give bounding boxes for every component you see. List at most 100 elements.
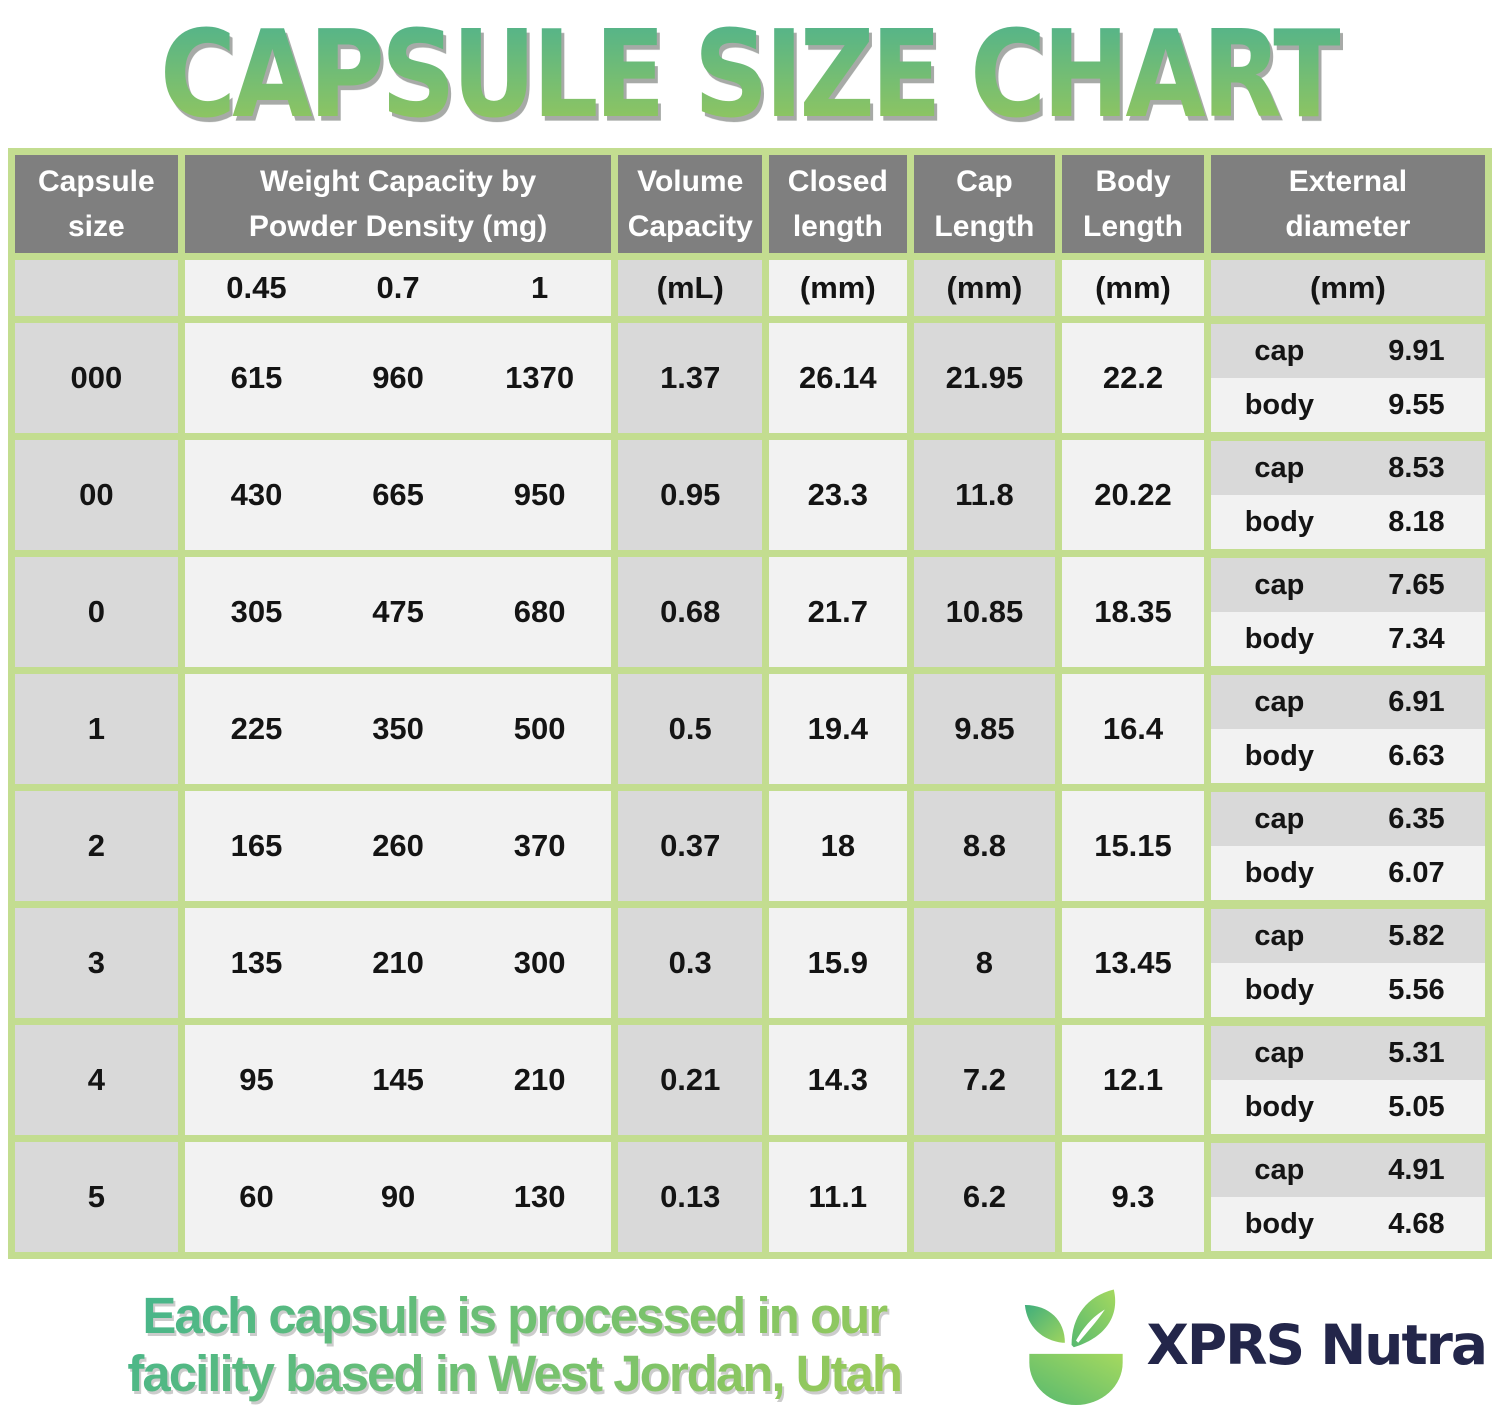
ext-cap-label: cap <box>1254 1036 1305 1069</box>
ext-body-value: 5.05 <box>1388 1090 1445 1123</box>
cell-cap-length: 9.85 <box>913 674 1056 784</box>
weight-value: 1370 <box>505 360 575 395</box>
cell-body-length: 16.4 <box>1062 674 1204 784</box>
units-densities: 0.45 0.7 1 <box>184 260 612 316</box>
ext-cap-label: cap <box>1254 451 1305 484</box>
cell-volume: 0.5 <box>618 674 763 784</box>
ext-body-label: body <box>1244 1207 1314 1240</box>
table-units-row: 0.45 0.7 1 (mL) (mm) (mm) (mm) (mm) <box>15 260 1485 316</box>
table-row: 1 225 350 500 0.5 19.4 9.85 16.4 cap 6.9… <box>15 674 1485 784</box>
ext-body-value: 5.56 <box>1388 973 1445 1006</box>
weight-value: 475 <box>372 594 424 629</box>
cell-closed-length: 26.14 <box>769 323 907 433</box>
ext-body-value: 8.18 <box>1388 505 1445 538</box>
cell-external-diameter: cap 5.82 body 5.56 <box>1210 908 1485 1018</box>
cell-capsule-size: 3 <box>15 908 178 1018</box>
cell-body-length: 12.1 <box>1062 1025 1204 1135</box>
weight-value: 680 <box>513 594 566 629</box>
header-volume-capacity: Volume Capacity <box>618 155 763 253</box>
weight-value: 950 <box>513 477 566 512</box>
cell-volume: 0.3 <box>618 908 763 1018</box>
ext-cap-label: cap <box>1254 568 1305 601</box>
footer-note: Each capsule is processed in our facilit… <box>14 1287 1014 1403</box>
cell-weight-capacity: 95 145 210 <box>184 1025 612 1135</box>
ext-body-value: 9.55 <box>1388 388 1445 421</box>
header-external-line2: diameter <box>1285 210 1411 243</box>
cell-cap-length: 8.8 <box>913 791 1056 901</box>
header-weight-line2: Powder Density (mg) <box>248 210 548 243</box>
cell-capsule-size: 00 <box>15 440 178 550</box>
table-row: 3 135 210 300 0.3 15.9 8 13.45 cap 5.82 … <box>15 908 1485 1018</box>
header-external-line1: External <box>1288 165 1408 198</box>
cell-capsule-size: 5 <box>15 1142 178 1252</box>
weight-value: 90 <box>380 1179 416 1214</box>
ext-cap-label: cap <box>1254 919 1305 952</box>
ext-cap-value: 8.53 <box>1388 451 1445 484</box>
weight-value: 305 <box>230 594 283 629</box>
cell-volume: 0.21 <box>618 1025 763 1135</box>
table-header-row: Capsule size Weight Capacity by Powder D… <box>15 155 1485 253</box>
ext-body-label: body <box>1244 973 1314 1006</box>
cell-cap-length: 8 <box>913 908 1056 1018</box>
weight-value: 500 <box>513 711 566 746</box>
cell-cap-length: 7.2 <box>913 1025 1056 1135</box>
weight-value: 135 <box>230 945 283 980</box>
cell-cap-length: 10.85 <box>913 557 1056 667</box>
ext-body-value: 7.34 <box>1388 622 1445 655</box>
ext-cap-value: 9.91 <box>1388 334 1445 367</box>
cell-capsule-size: 4 <box>15 1025 178 1135</box>
units-closed: (mm) <box>769 260 907 316</box>
table-row: 0 305 475 680 0.68 21.7 10.85 18.35 cap … <box>15 557 1485 667</box>
cell-weight-capacity: 135 210 300 <box>184 908 612 1018</box>
ext-body-label: body <box>1244 1090 1314 1123</box>
cell-capsule-size: 0 <box>15 557 178 667</box>
cell-weight-capacity: 305 475 680 <box>184 557 612 667</box>
cell-body-length: 22.2 <box>1062 323 1204 433</box>
ext-body-value: 6.63 <box>1388 739 1445 772</box>
cell-external-diameter: cap 5.31 body 5.05 <box>1210 1025 1485 1135</box>
leaf-icon <box>1025 1305 1066 1343</box>
ext-cap-value: 6.35 <box>1388 802 1445 835</box>
weight-value: 615 <box>230 360 283 395</box>
cell-external-diameter: cap 8.53 body 8.18 <box>1210 440 1485 550</box>
cell-capsule-size: 1 <box>15 674 178 784</box>
cell-weight-capacity: 225 350 500 <box>184 674 612 784</box>
ext-cap-value: 4.91 <box>1388 1153 1445 1186</box>
cell-cap-length: 21.95 <box>913 323 1056 433</box>
header-closed-line2: length <box>792 210 883 243</box>
cell-external-diameter: cap 6.35 body 6.07 <box>1210 791 1485 901</box>
cell-closed-length: 11.1 <box>769 1142 907 1252</box>
table-row: 000 615 960 1370 1.37 26.14 21.95 22.2 c… <box>15 323 1485 433</box>
cell-weight-capacity: 615 960 1370 <box>184 323 612 433</box>
weight-value: 130 <box>513 1179 566 1214</box>
weight-value: 430 <box>230 477 283 512</box>
footer-note-line1: Each capsule is processed in our <box>142 1286 887 1344</box>
cell-cap-length: 11.8 <box>913 440 1056 550</box>
weight-value: 165 <box>230 828 283 863</box>
ext-body-value: 4.68 <box>1388 1207 1445 1240</box>
cell-body-length: 20.22 <box>1062 440 1204 550</box>
header-cap-line1: Cap <box>956 165 1013 198</box>
cell-external-diameter: cap 9.91 body 9.55 <box>1210 323 1485 433</box>
cell-volume: 0.95 <box>618 440 763 550</box>
header-cap-line2: Length <box>934 210 1035 243</box>
cell-capsule-size: 000 <box>15 323 178 433</box>
header-closed-line1: Closed <box>787 165 888 198</box>
cell-volume: 0.68 <box>618 557 763 667</box>
units-body: (mm) <box>1062 260 1204 316</box>
bowl-plant-icon <box>1025 1289 1124 1405</box>
weight-value: 960 <box>372 360 424 395</box>
cell-external-diameter: cap 4.91 body 4.68 <box>1210 1142 1485 1252</box>
title-bar: CAPSULE SIZE CHART <box>0 0 1500 148</box>
cell-closed-length: 15.9 <box>769 908 907 1018</box>
header-weight-line1: Weight Capacity by <box>259 165 537 198</box>
cell-closed-length: 23.3 <box>769 440 907 550</box>
units-cap: (mm) <box>913 260 1056 316</box>
cell-weight-capacity: 60 90 130 <box>184 1142 612 1252</box>
page-title: CAPSULE SIZE CHART <box>159 3 1344 145</box>
weight-value: 95 <box>239 1062 274 1097</box>
table-row: 5 60 90 130 0.13 11.1 6.2 9.3 cap 4.91 b… <box>15 1142 1485 1252</box>
ext-body-label: body <box>1244 739 1314 772</box>
cell-body-length: 9.3 <box>1062 1142 1204 1252</box>
ext-cap-label: cap <box>1254 1153 1305 1186</box>
